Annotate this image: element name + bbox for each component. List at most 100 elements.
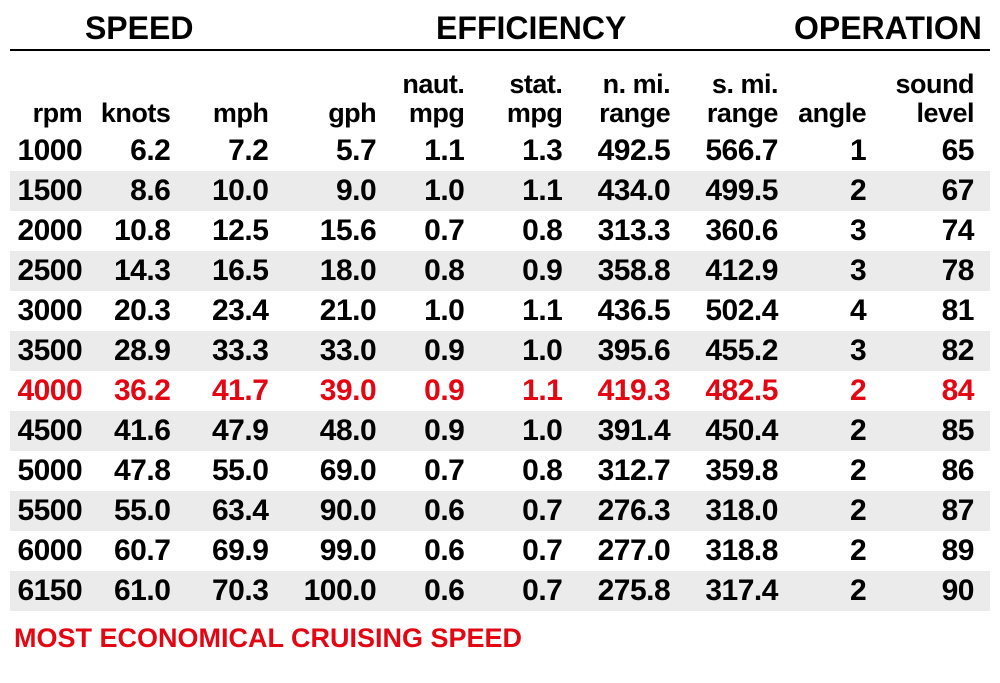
table-cell: 1 bbox=[794, 131, 882, 171]
table-cell: 277.0 bbox=[578, 531, 686, 571]
table-cell: 502.4 bbox=[686, 291, 794, 331]
table-cell: 0.7 bbox=[480, 531, 578, 571]
table-cell: 4 bbox=[794, 291, 882, 331]
table-cell: 3 bbox=[794, 251, 882, 291]
column-header: naut.mpg bbox=[392, 50, 480, 131]
table-cell: 3 bbox=[794, 211, 882, 251]
column-header: knots bbox=[98, 50, 186, 131]
table-row: 615061.070.3100.00.60.7275.8317.4290 bbox=[10, 571, 990, 611]
table-cell: 0.8 bbox=[480, 451, 578, 491]
footer-note: MOST ECONOMICAL CRUISING SPEED bbox=[10, 611, 990, 654]
table-cell: 48.0 bbox=[284, 411, 392, 451]
table-cell: 6.2 bbox=[98, 131, 186, 171]
table-cell: 6000 bbox=[10, 531, 98, 571]
performance-table-container: SPEEDEFFICIENCYOPERATION rpmknotsmphgphn… bbox=[0, 0, 1000, 683]
table-cell: 2 bbox=[794, 411, 882, 451]
table-cell: 69.9 bbox=[186, 531, 284, 571]
table-cell: 69.0 bbox=[284, 451, 392, 491]
table-cell: 23.4 bbox=[186, 291, 284, 331]
table-cell: 2000 bbox=[10, 211, 98, 251]
column-header: mph bbox=[186, 50, 284, 131]
group-header: OPERATION bbox=[794, 10, 990, 50]
table-cell: 7.2 bbox=[186, 131, 284, 171]
table-cell: 566.7 bbox=[686, 131, 794, 171]
table-cell: 14.3 bbox=[98, 251, 186, 291]
table-cell: 90.0 bbox=[284, 491, 392, 531]
table-cell: 10.8 bbox=[98, 211, 186, 251]
table-cell: 60.7 bbox=[98, 531, 186, 571]
table-cell: 2 bbox=[794, 571, 882, 611]
table-cell: 78 bbox=[882, 251, 990, 291]
table-cell: 82 bbox=[882, 331, 990, 371]
performance-table: SPEEDEFFICIENCYOPERATION rpmknotsmphgphn… bbox=[10, 10, 990, 611]
table-cell: 1.0 bbox=[392, 171, 480, 211]
table-cell: 0.9 bbox=[480, 251, 578, 291]
table-cell: 3 bbox=[794, 331, 882, 371]
table-cell: 6150 bbox=[10, 571, 98, 611]
table-cell: 0.6 bbox=[392, 491, 480, 531]
table-cell: 10.0 bbox=[186, 171, 284, 211]
table-cell: 499.5 bbox=[686, 171, 794, 211]
group-header: EFFICIENCY bbox=[284, 10, 794, 50]
table-row: 350028.933.333.00.91.0395.6455.2382 bbox=[10, 331, 990, 371]
table-cell: 55.0 bbox=[98, 491, 186, 531]
table-cell: 1.0 bbox=[392, 291, 480, 331]
table-cell: 33.3 bbox=[186, 331, 284, 371]
group-header-row: SPEEDEFFICIENCYOPERATION bbox=[10, 10, 990, 50]
table-cell: 5000 bbox=[10, 451, 98, 491]
column-header: n. mi.range bbox=[578, 50, 686, 131]
table-cell: 4000 bbox=[10, 371, 98, 411]
table-cell: 450.4 bbox=[686, 411, 794, 451]
table-cell: 419.3 bbox=[578, 371, 686, 411]
table-cell: 1000 bbox=[10, 131, 98, 171]
table-cell: 317.4 bbox=[686, 571, 794, 611]
table-cell: 12.5 bbox=[186, 211, 284, 251]
table-cell: 47.8 bbox=[98, 451, 186, 491]
column-header: s. mi.range bbox=[686, 50, 794, 131]
table-cell: 492.5 bbox=[578, 131, 686, 171]
table-cell: 67 bbox=[882, 171, 990, 211]
table-cell: 20.3 bbox=[98, 291, 186, 331]
table-cell: 4500 bbox=[10, 411, 98, 451]
table-cell: 2 bbox=[794, 531, 882, 571]
table-cell: 0.7 bbox=[480, 571, 578, 611]
table-cell: 275.8 bbox=[578, 571, 686, 611]
table-cell: 61.0 bbox=[98, 571, 186, 611]
table-cell: 391.4 bbox=[578, 411, 686, 451]
table-cell: 5500 bbox=[10, 491, 98, 531]
table-cell: 0.6 bbox=[392, 571, 480, 611]
table-cell: 0.7 bbox=[392, 211, 480, 251]
table-cell: 313.3 bbox=[578, 211, 686, 251]
table-cell: 2 bbox=[794, 171, 882, 211]
table-cell: 436.5 bbox=[578, 291, 686, 331]
table-cell: 70.3 bbox=[186, 571, 284, 611]
table-row: 15008.610.09.01.01.1434.0499.5267 bbox=[10, 171, 990, 211]
table-cell: 1.3 bbox=[480, 131, 578, 171]
table-cell: 2 bbox=[794, 451, 882, 491]
table-cell: 15.6 bbox=[284, 211, 392, 251]
table-cell: 65 bbox=[882, 131, 990, 171]
table-cell: 0.8 bbox=[392, 251, 480, 291]
table-row: 400036.241.739.00.91.1419.3482.5284 bbox=[10, 371, 990, 411]
table-cell: 89 bbox=[882, 531, 990, 571]
table-cell: 90 bbox=[882, 571, 990, 611]
table-cell: 0.7 bbox=[480, 491, 578, 531]
table-row: 500047.855.069.00.70.8312.7359.8286 bbox=[10, 451, 990, 491]
column-header: gph bbox=[284, 50, 392, 131]
table-cell: 0.9 bbox=[392, 371, 480, 411]
table-row: 10006.27.25.71.11.3492.5566.7165 bbox=[10, 131, 990, 171]
table-head: SPEEDEFFICIENCYOPERATION rpmknotsmphgphn… bbox=[10, 10, 990, 131]
table-cell: 0.8 bbox=[480, 211, 578, 251]
table-cell: 47.9 bbox=[186, 411, 284, 451]
table-cell: 21.0 bbox=[284, 291, 392, 331]
table-cell: 2500 bbox=[10, 251, 98, 291]
table-cell: 1500 bbox=[10, 171, 98, 211]
table-cell: 276.3 bbox=[578, 491, 686, 531]
table-cell: 41.7 bbox=[186, 371, 284, 411]
table-cell: 312.7 bbox=[578, 451, 686, 491]
table-cell: 482.5 bbox=[686, 371, 794, 411]
table-cell: 55.0 bbox=[186, 451, 284, 491]
column-header: soundlevel bbox=[882, 50, 990, 131]
table-cell: 87 bbox=[882, 491, 990, 531]
table-cell: 1.0 bbox=[480, 411, 578, 451]
